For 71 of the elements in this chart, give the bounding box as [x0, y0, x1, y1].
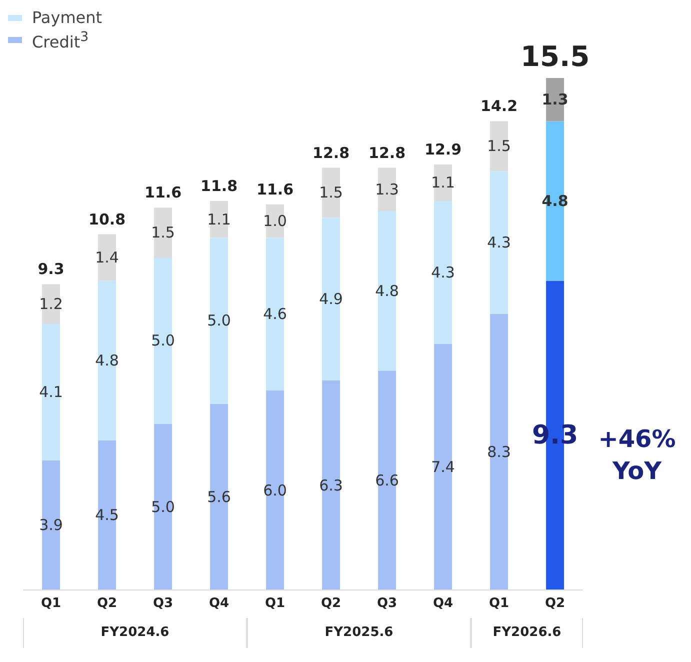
bar	[378, 370, 396, 590]
legend-label: Payment	[32, 8, 102, 28]
data-label: 4.8	[375, 282, 399, 300]
data-label: 6.3	[319, 476, 343, 494]
data-label: 1.2	[39, 295, 63, 314]
bar	[42, 460, 60, 590]
x-tick-label: Q1	[488, 596, 510, 612]
x-tick-label: Q2	[96, 596, 118, 612]
data-label: 1.5	[487, 137, 511, 156]
bar	[322, 380, 340, 590]
bar	[490, 314, 508, 590]
bar	[98, 234, 116, 281]
x-tick-label: Q3	[376, 596, 398, 612]
bar	[434, 344, 452, 590]
bar	[322, 168, 340, 218]
text: FY2026.6	[471, 618, 583, 648]
total-label: 14.2	[480, 97, 518, 116]
total-label: 15.5	[520, 40, 590, 73]
data-label: 5.0	[207, 312, 231, 330]
total-label: 12.8	[368, 144, 406, 162]
data-label: 1.0	[263, 212, 287, 230]
x-tick-label: Q2	[544, 596, 566, 612]
bar	[210, 201, 228, 238]
text: FY2024.6	[23, 618, 247, 648]
data-label: 4.3	[487, 234, 511, 252]
data-label: 3.9	[39, 516, 63, 534]
data-label: 1.5	[319, 184, 343, 202]
data-label: 7.4	[431, 458, 455, 476]
total-label: 11.6	[256, 180, 294, 198]
x-tick-label: Q1	[40, 596, 62, 612]
total-label: 12.8	[312, 144, 350, 162]
total-label: 12.9	[424, 140, 462, 158]
x-tick-label: Q4	[432, 596, 454, 612]
data-label: 4.3	[431, 263, 455, 282]
bar	[210, 404, 228, 590]
data-label: 4.9	[319, 290, 343, 308]
x-tick-label: Q1	[264, 596, 286, 612]
x-tick-label: Q3	[152, 596, 174, 612]
data-label: 1.1	[431, 174, 455, 192]
data-label: 1.4	[95, 248, 119, 267]
data-label: 1.1	[207, 210, 231, 228]
data-label: 4.1	[39, 383, 63, 402]
bar	[154, 424, 172, 590]
total-label: 11.6	[144, 184, 182, 202]
total-label: 10.8	[88, 210, 126, 228]
data-label: 1.5	[151, 224, 175, 242]
bar	[378, 168, 396, 211]
bar	[42, 284, 60, 324]
bar	[266, 390, 284, 590]
bar	[434, 164, 452, 202]
data-label: 4.5	[95, 506, 119, 524]
data-label: 6.6	[375, 471, 399, 490]
total-label: 9.3	[38, 260, 64, 278]
data-label: 4.6	[263, 305, 287, 324]
data-label: 6.0	[263, 481, 287, 500]
bar	[210, 238, 228, 404]
data-label: 4.8	[95, 352, 119, 370]
legend-label: Credit$^{3}$	[32, 29, 89, 52]
x-tick-label: Q2	[320, 596, 342, 612]
data-label: 8.3	[487, 443, 511, 462]
bar	[490, 121, 508, 172]
text: +46% YoY	[598, 425, 676, 485]
data-label: 5.0	[151, 332, 175, 350]
text: FY2025.6	[247, 618, 471, 648]
data-label: 5.0	[151, 498, 175, 516]
data-label: 5.6	[207, 488, 231, 506]
bar	[154, 258, 172, 424]
bar	[154, 208, 172, 258]
total-label: 11.8	[200, 177, 238, 196]
x-tick-label: Q4	[208, 596, 230, 612]
data-label: 1.3	[375, 180, 399, 198]
